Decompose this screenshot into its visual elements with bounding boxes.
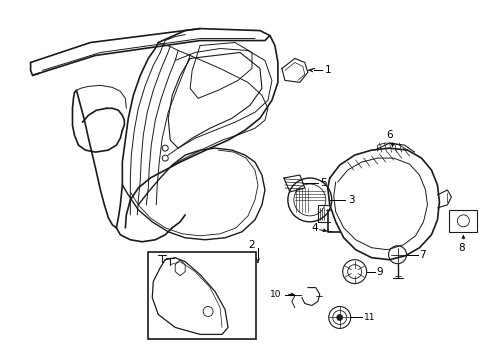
- Text: 1: 1: [324, 66, 331, 76]
- Text: 3: 3: [347, 195, 354, 205]
- Text: 6: 6: [386, 130, 392, 140]
- Circle shape: [336, 315, 342, 320]
- Bar: [148, 252, 255, 339]
- Text: 10: 10: [270, 290, 281, 299]
- Text: 7: 7: [419, 250, 425, 260]
- Text: 2: 2: [248, 240, 255, 250]
- Text: 11: 11: [363, 313, 374, 322]
- Text: 4: 4: [310, 223, 317, 233]
- Bar: [448, 210, 476, 232]
- Text: 9: 9: [376, 267, 383, 276]
- Text: 8: 8: [457, 243, 464, 253]
- Text: 5: 5: [319, 178, 326, 188]
